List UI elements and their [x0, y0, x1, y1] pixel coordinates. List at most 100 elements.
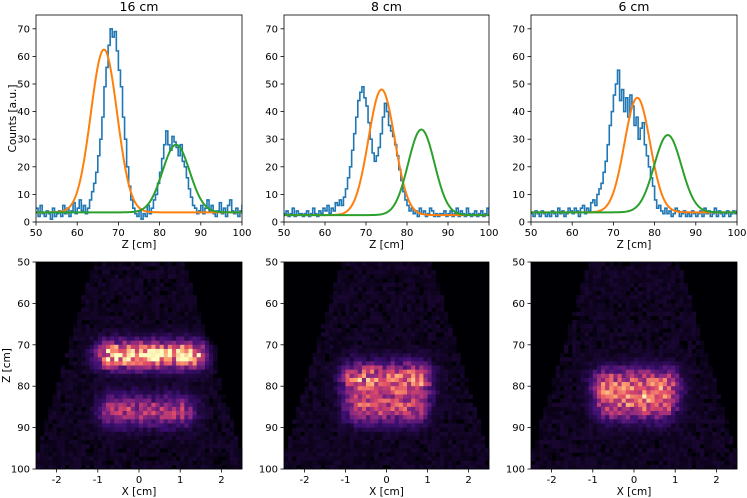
heatmap-cell [378, 353, 383, 358]
heatmap-cell [621, 377, 627, 383]
heatmap-cell [353, 340, 359, 346]
heatmap-cell [316, 444, 322, 449]
heatmap-cell [390, 427, 395, 433]
heatmap-cell [101, 440, 107, 445]
heatmap-cell [559, 382, 565, 387]
heatmap-cell [151, 311, 156, 317]
heatmap-cell [292, 444, 297, 449]
heatmap-cell [662, 295, 668, 300]
heatmap-cell [106, 286, 111, 292]
heatmap-cell [394, 361, 400, 366]
heatmap-cell [629, 373, 635, 379]
heatmap-cell [114, 419, 119, 424]
heatmap-cell [93, 270, 99, 275]
heatmap-cell [708, 373, 713, 379]
heatmap-cell [353, 278, 359, 283]
heatmap-cell [213, 365, 218, 370]
heatmap-cell [213, 398, 218, 404]
heatmap-cell [695, 353, 701, 358]
heatmap-cell [85, 402, 90, 408]
heatmap-cell [658, 365, 664, 370]
heatmap-cell [357, 386, 363, 391]
heatmap-cell [176, 299, 181, 304]
heatmap-cell [316, 415, 322, 420]
heatmap-cell [361, 299, 367, 304]
heatmap-cell [357, 423, 363, 428]
heatmap-cell [427, 369, 432, 375]
heatmap-cell [333, 340, 338, 346]
heatmap-cell [382, 435, 387, 441]
heatmap-cell [605, 353, 610, 358]
heatmap-cell [229, 431, 235, 437]
heatmap-cell [382, 427, 387, 433]
heatmap-cell [118, 286, 123, 292]
heatmap-cell [407, 369, 412, 375]
heatmap-cell [572, 369, 577, 375]
heatmap-cell [638, 369, 643, 375]
heatmap-cell [106, 452, 111, 457]
heatmap-cell [452, 448, 457, 453]
heatmap-cell [613, 394, 618, 399]
heatmap-cell [184, 402, 189, 408]
heatmap-cell [341, 290, 346, 296]
heatmap-cell [312, 406, 318, 412]
heatmap-cell [675, 353, 680, 358]
panel-title: 6 cm [619, 0, 650, 14]
heatmap-cell [180, 353, 185, 358]
heatmap-cell [122, 431, 127, 437]
heatmap-cell [584, 394, 589, 399]
heatmap-cell [155, 290, 160, 296]
heatmap-cell [658, 377, 664, 383]
heatmap-cell [333, 464, 338, 470]
heatmap-cell [64, 415, 70, 420]
heatmap-cell [423, 286, 428, 292]
heatmap-cell [592, 278, 598, 283]
heatmap-cell [341, 406, 346, 412]
heatmap-cell [167, 444, 173, 449]
heatmap-cell [143, 274, 148, 279]
heatmap-cell [443, 431, 449, 437]
heatmap-cell [370, 348, 375, 354]
heatmap-cell [122, 377, 127, 383]
heatmap-cell [402, 344, 408, 350]
heatmap-cell [407, 332, 412, 337]
heatmap-cell [52, 440, 57, 445]
heatmap-cell [596, 427, 602, 433]
heatmap-cell [308, 402, 313, 408]
heatmap-cell [679, 369, 684, 375]
heatmap-cell [625, 386, 631, 391]
heatmap-cell [370, 336, 375, 341]
heatmap-cell [708, 382, 713, 387]
y-tick-label: 50 [17, 258, 30, 269]
heatmap-cell [691, 402, 697, 408]
heatmap-cell [572, 340, 577, 346]
heatmap-cell [93, 361, 99, 366]
heatmap-cell [151, 423, 156, 428]
heatmap-cell [374, 464, 379, 470]
heatmap-cell [370, 435, 375, 441]
heatmap-cell [687, 344, 692, 350]
heatmap-cell [423, 427, 428, 433]
heatmap-cell [81, 382, 86, 387]
heatmap-cell [654, 353, 660, 358]
heatmap-cell [402, 456, 408, 462]
heatmap-cell [308, 394, 313, 399]
heatmap-cell [576, 390, 581, 395]
heatmap-cell [353, 444, 359, 449]
heatmap-cell [308, 386, 313, 391]
heatmap-cell [658, 344, 664, 350]
heatmap-cell [184, 357, 189, 362]
x-tick-label: -2 [52, 475, 62, 486]
heatmap-cell [605, 357, 610, 362]
heatmap-cell [122, 324, 127, 329]
heatmap-cell [580, 348, 585, 354]
heatmap-cell [176, 423, 181, 428]
heatmap-cell [588, 373, 594, 379]
heatmap-cell [296, 415, 301, 420]
heatmap-cell [382, 307, 387, 312]
heatmap-cell [151, 340, 156, 346]
y-tick-label: 100 [259, 465, 278, 476]
heatmap-cell [357, 444, 363, 449]
heatmap-cell [370, 452, 375, 457]
heatmap-cell [625, 382, 631, 387]
